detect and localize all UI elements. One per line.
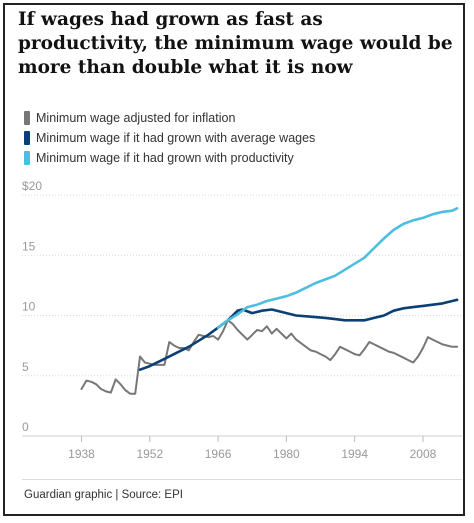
legend-swatch-average-wages — [24, 131, 30, 145]
x-tick-label-1980: 1980 — [273, 447, 300, 461]
source-note: Guardian graphic | Source: EPI — [24, 489, 183, 501]
legend-swatch-inflation — [24, 111, 30, 125]
x-tick-label-1952: 1952 — [136, 447, 163, 461]
legend-label-inflation: Minimum wage adjusted for inflation — [36, 111, 236, 125]
legend-item-inflation: Minimum wage adjusted for inflation — [24, 108, 315, 128]
x-tick-label-1994: 1994 — [341, 447, 368, 461]
chart-frame — [3, 3, 465, 516]
series-line-average-wages — [138, 298, 459, 372]
x-tick-label-1938: 1938 — [68, 447, 95, 461]
legend-label-productivity: Minimum wage if it had grown with produc… — [36, 151, 294, 165]
legend-item-productivity: Minimum wage if it had grown with produc… — [24, 148, 315, 168]
y-tick-label-10: 10 — [22, 300, 36, 314]
legend-swatch-productivity — [24, 151, 30, 165]
y-tick-label-0: 0 — [22, 420, 29, 434]
source-divider — [22, 479, 462, 480]
y-tick-label-5: 5 — [22, 360, 29, 374]
legend-label-average-wages: Minimum wage if it had grown with averag… — [36, 131, 316, 145]
series-line-productivity — [216, 207, 459, 329]
y-tick-label-20: $20 — [22, 179, 42, 193]
legend-item-average-wages: Minimum wage if it had grown with averag… — [24, 128, 315, 148]
x-tick-label-1966: 1966 — [205, 447, 232, 461]
chart-title: If wages had grown as fast as productivi… — [18, 9, 453, 78]
legend: Minimum wage adjusted for inflation Mini… — [24, 108, 315, 168]
x-tick-label-2008: 2008 — [410, 447, 437, 461]
y-tick-label-15: 15 — [22, 239, 36, 253]
series-line-inflation — [80, 319, 459, 395]
